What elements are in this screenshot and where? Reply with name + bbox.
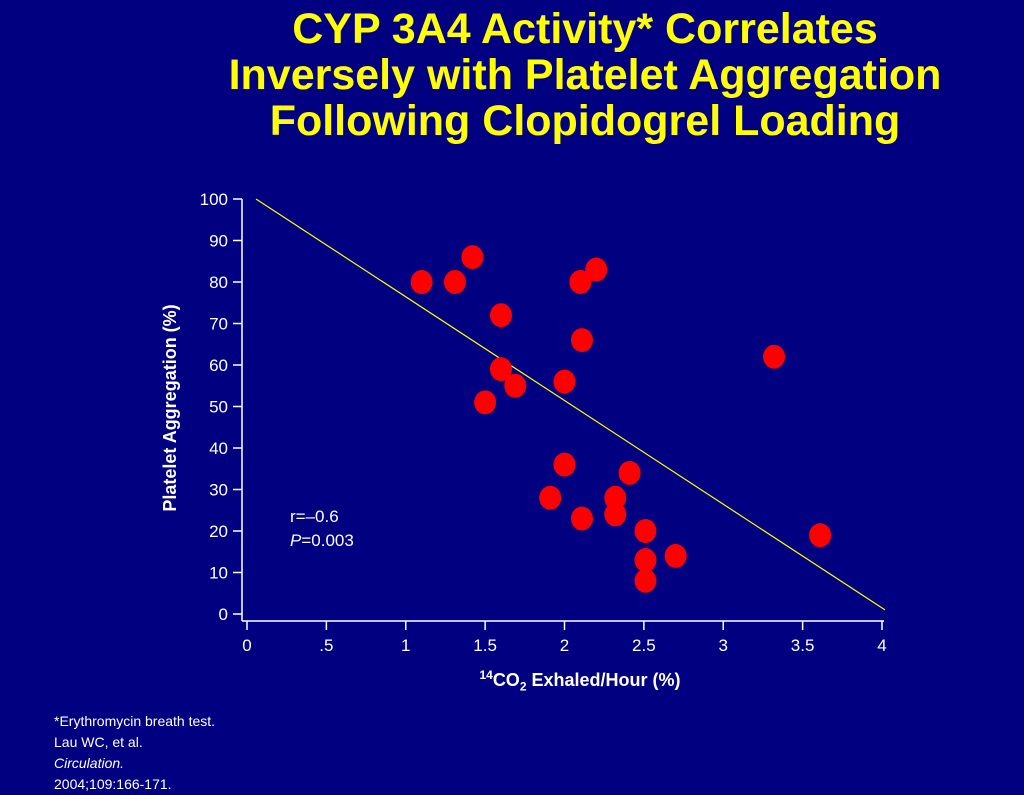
title-line-2: Inversely with Platelet Aggregation [228, 51, 942, 99]
y-axis-label: Platelet Aggregation (%) [160, 304, 180, 511]
data-point [763, 344, 786, 369]
x-tick-label: .5 [319, 636, 333, 655]
x-tick-label: 3.5 [791, 636, 815, 655]
x-label-rest: Exhaled/Hour (%) [526, 670, 681, 690]
y-tick-label: 20 [209, 522, 228, 541]
x-tick-label: 0 [242, 636, 251, 655]
data-point [634, 519, 657, 543]
data-point [634, 568, 657, 593]
data-point [539, 485, 562, 510]
y-tick-label: 90 [209, 232, 228, 251]
footnote-line-2: Lau WC, et al. Circulation. 2004;109:166… [54, 732, 215, 795]
y-tick-label: 60 [209, 356, 228, 375]
x-label-co: CO [492, 670, 520, 690]
y-tick-label: 40 [209, 439, 228, 458]
x-tick-label: 1 [401, 636, 410, 655]
data-point [504, 373, 527, 398]
data-point [664, 543, 687, 568]
footnote: *Erythromycin breath test. Lau WC, et al… [54, 711, 215, 795]
data-point [490, 357, 512, 382]
data-point [570, 328, 593, 353]
y-tick-label: 100 [200, 190, 228, 209]
data-point [618, 460, 641, 485]
x-tick-label: 2 [560, 636, 569, 655]
x-axis-label: 14CO2 Exhaled/Hour (%) [330, 668, 830, 694]
x-tick-label: 4 [877, 636, 886, 655]
data-point [443, 270, 466, 294]
citation-details: 2004;109:166-171. [54, 776, 172, 792]
chart-axes: 0 10 20 30 40 50 60 70 80 90 100 0 .5 1 1.5 2 2.5 3 3.5 4 [200, 190, 887, 655]
data-point [604, 502, 627, 527]
data-point [604, 485, 627, 510]
y-tick-label: 80 [209, 273, 228, 292]
data-point [634, 548, 657, 573]
x-tick-label: 2.5 [632, 636, 656, 655]
slide-title: CYP 3A4 Activity* Correlates Inversely w… [150, 6, 1020, 144]
x-tick-label: 3 [719, 636, 728, 655]
title-line-3: Following Clopidogrel Loading [269, 97, 901, 145]
data-points-group [410, 245, 832, 593]
y-tick-label: 30 [209, 481, 228, 500]
x-label-sup: 14 [479, 668, 493, 682]
data-point [585, 257, 608, 282]
y-tick-label: 0 [219, 605, 228, 624]
data-point [809, 523, 832, 548]
data-point [474, 390, 497, 415]
data-point [490, 303, 512, 328]
correlation-stats: r=–0.6 P=0.003 [290, 505, 354, 553]
footnote-line-1: *Erythromycin breath test. [54, 713, 216, 729]
data-point [553, 369, 576, 394]
regression-line [255, 198, 886, 611]
data-point [569, 270, 592, 294]
y-tick-label: 50 [209, 398, 228, 417]
y-axis-label-group: Platelet Aggregation (%) [160, 304, 180, 511]
data-point [570, 506, 593, 531]
x-label-sub: 2 [519, 679, 527, 694]
data-point [553, 452, 576, 477]
scatter-chart: 0 10 20 30 40 50 60 70 80 90 100 0 .5 1 1.5 2 2.5 3 3.5 4 P… [160, 190, 887, 655]
r-value: r=–0.6 [290, 507, 339, 526]
data-point [410, 270, 433, 294]
y-tick-label: 70 [209, 315, 228, 334]
title-line-1: CYP 3A4 Activity* Correlates [292, 5, 878, 53]
x-tick-label: 1.5 [473, 636, 497, 655]
citation-authors: Lau WC, et al. [54, 734, 143, 750]
p-rest: =0.003 [301, 531, 354, 550]
y-tick-label: 10 [209, 564, 228, 583]
citation-journal: Circulation. [54, 755, 125, 771]
p-value: P=0.003 [290, 529, 354, 553]
p-italic: P [290, 531, 302, 550]
data-point [461, 245, 484, 270]
regression-line-group [255, 198, 886, 611]
